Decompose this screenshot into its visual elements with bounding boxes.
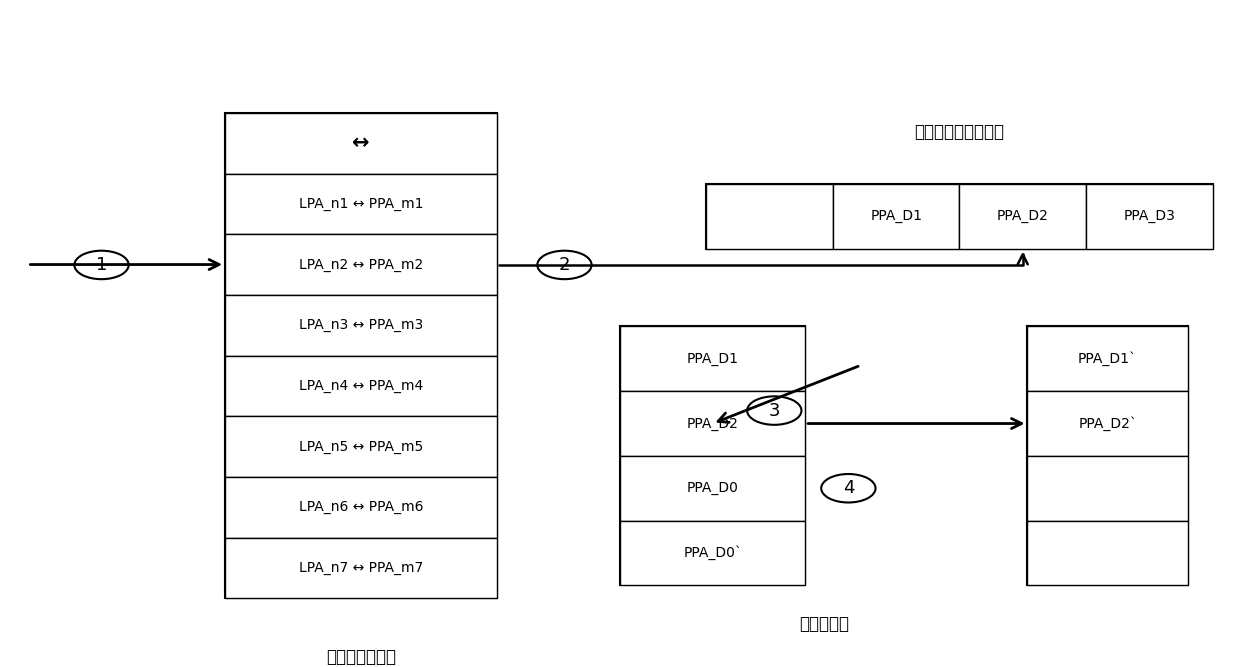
Text: 1: 1 bbox=[95, 256, 107, 274]
FancyBboxPatch shape bbox=[707, 184, 833, 249]
FancyBboxPatch shape bbox=[620, 456, 805, 521]
Text: 3: 3 bbox=[769, 402, 780, 420]
Text: LPA_n4 ↔ PPA_m4: LPA_n4 ↔ PPA_m4 bbox=[299, 379, 423, 393]
Text: PPA_D0: PPA_D0 bbox=[687, 482, 739, 496]
Text: LPA_n3 ↔ PPA_m3: LPA_n3 ↔ PPA_m3 bbox=[299, 318, 423, 332]
FancyBboxPatch shape bbox=[620, 391, 805, 456]
Text: PPA_D2: PPA_D2 bbox=[687, 416, 739, 430]
Text: PPA_D2: PPA_D2 bbox=[997, 209, 1049, 223]
Text: PPA_D1`: PPA_D1` bbox=[1078, 352, 1137, 366]
FancyBboxPatch shape bbox=[1028, 456, 1188, 521]
Text: LPA_n7 ↔ PPA_m7: LPA_n7 ↔ PPA_m7 bbox=[299, 561, 423, 575]
FancyBboxPatch shape bbox=[620, 326, 805, 586]
FancyBboxPatch shape bbox=[224, 356, 496, 416]
FancyBboxPatch shape bbox=[707, 184, 1213, 249]
FancyBboxPatch shape bbox=[224, 113, 496, 173]
Text: ↔: ↔ bbox=[352, 133, 370, 153]
FancyBboxPatch shape bbox=[1028, 326, 1188, 586]
Text: LPA_n6 ↔ PPA_m6: LPA_n6 ↔ PPA_m6 bbox=[299, 500, 423, 514]
Text: 2: 2 bbox=[559, 256, 570, 274]
FancyBboxPatch shape bbox=[833, 184, 960, 249]
FancyBboxPatch shape bbox=[620, 521, 805, 586]
Text: PPA_D1: PPA_D1 bbox=[687, 352, 739, 366]
Text: 离散缓存映射表: 离散缓存映射表 bbox=[326, 648, 396, 666]
Text: PPA_D1: PPA_D1 bbox=[870, 209, 923, 223]
Text: LPA_n2 ↔ PPA_m2: LPA_n2 ↔ PPA_m2 bbox=[299, 257, 423, 271]
FancyBboxPatch shape bbox=[224, 538, 496, 598]
Text: LPA_n5 ↔ PPA_m5: LPA_n5 ↔ PPA_m5 bbox=[299, 440, 423, 454]
FancyBboxPatch shape bbox=[224, 295, 496, 356]
FancyBboxPatch shape bbox=[620, 326, 805, 391]
Text: PPA_D0`: PPA_D0` bbox=[683, 546, 742, 560]
FancyBboxPatch shape bbox=[224, 416, 496, 477]
Text: PPA_D2`: PPA_D2` bbox=[1078, 416, 1137, 431]
FancyBboxPatch shape bbox=[1086, 184, 1213, 249]
FancyBboxPatch shape bbox=[224, 477, 496, 538]
FancyBboxPatch shape bbox=[960, 184, 1086, 249]
FancyBboxPatch shape bbox=[224, 113, 496, 598]
Text: LPA_n1 ↔ PPA_m1: LPA_n1 ↔ PPA_m1 bbox=[299, 197, 423, 211]
FancyBboxPatch shape bbox=[224, 234, 496, 295]
FancyBboxPatch shape bbox=[224, 173, 496, 234]
FancyBboxPatch shape bbox=[1028, 391, 1188, 456]
FancyBboxPatch shape bbox=[1028, 326, 1188, 391]
Text: 闪存块和页: 闪存块和页 bbox=[799, 615, 848, 633]
Text: 连续缓存映射表地址: 连续缓存映射表地址 bbox=[914, 123, 1004, 141]
Text: 4: 4 bbox=[843, 480, 854, 498]
FancyBboxPatch shape bbox=[1028, 521, 1188, 586]
Text: PPA_D3: PPA_D3 bbox=[1123, 209, 1176, 223]
